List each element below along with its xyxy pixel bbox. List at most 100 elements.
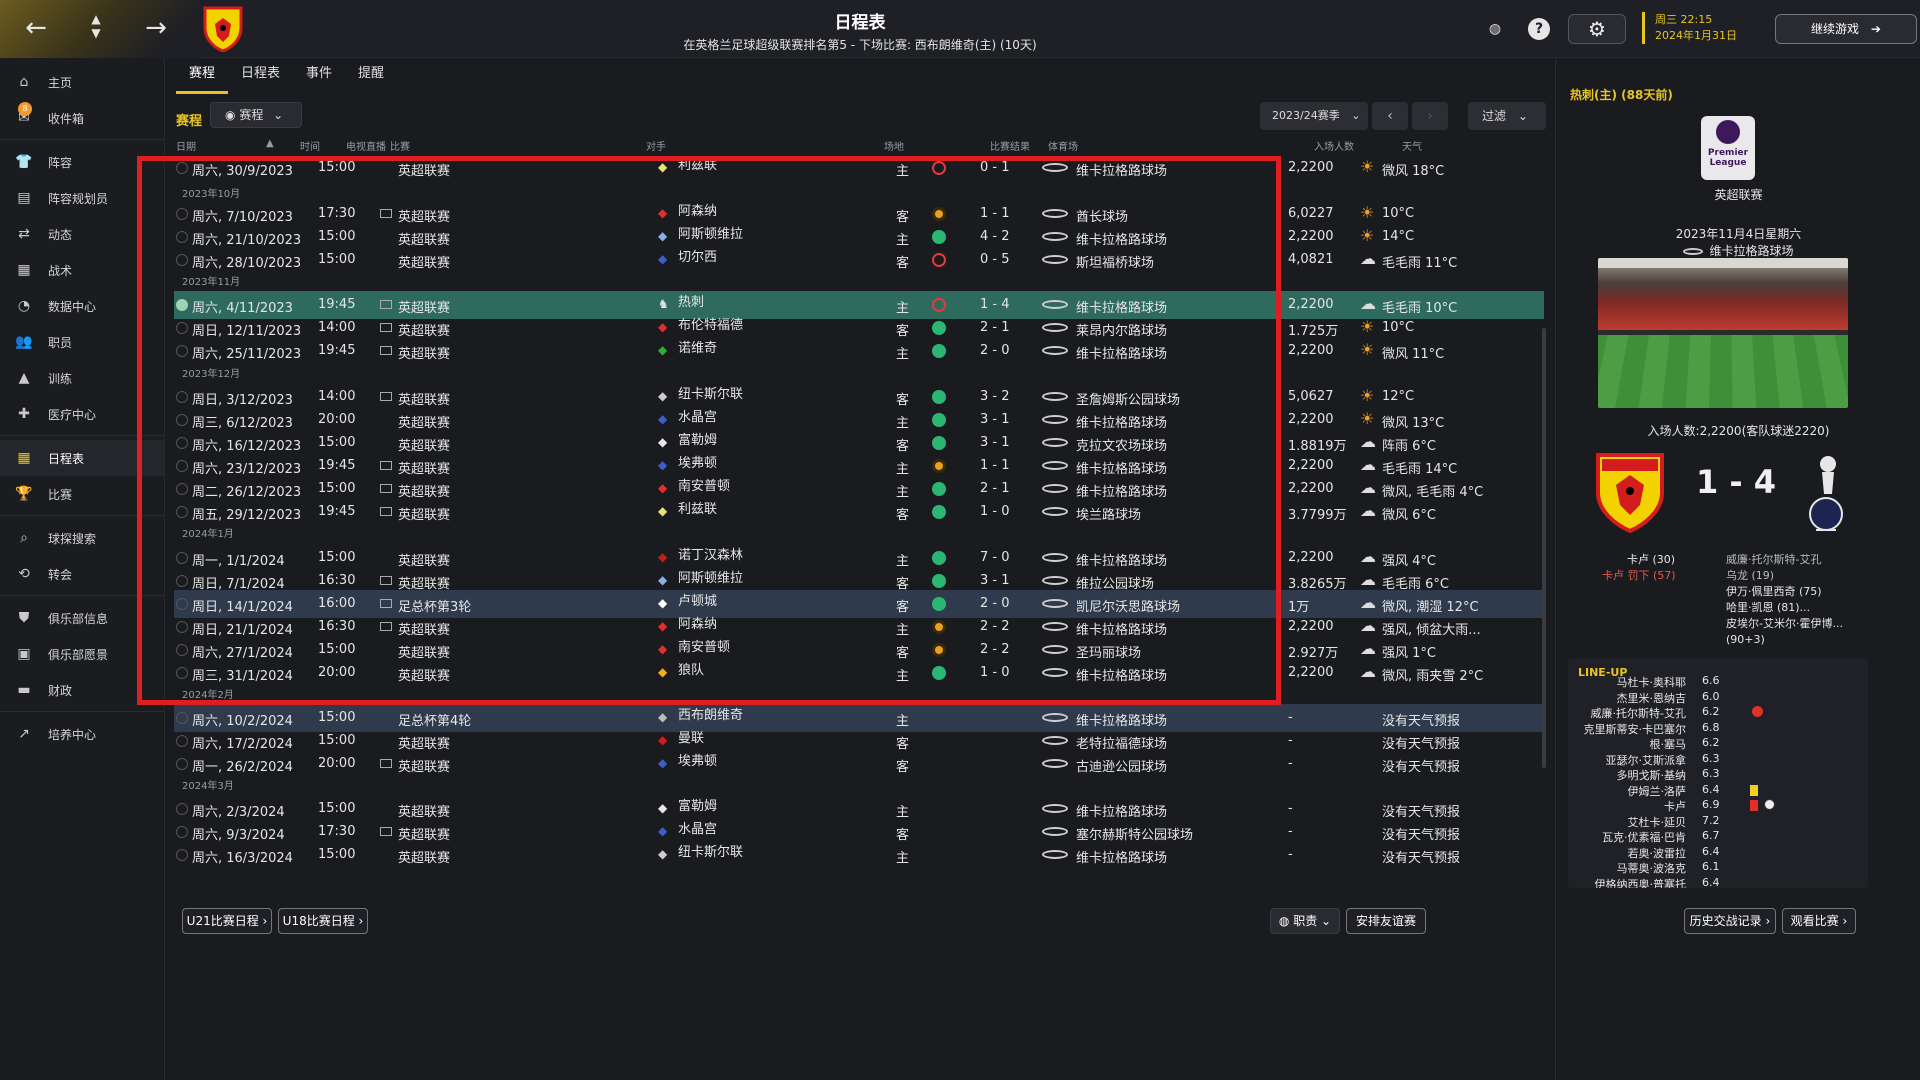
watford-crest-icon[interactable] (1596, 453, 1664, 533)
fixture-row[interactable]: 周三, 6/12/2023 20:00 英超联赛 ◆ 水晶宫 主 3 - 1 维卡拉格路球场 2… (174, 406, 1544, 434)
fixture-row[interactable]: 周五, 29/12/2023 19:45 英超联赛 ◆ 利兹联 客 1 - 0 埃兰路球场 3.… (174, 498, 1544, 526)
row-checkbox[interactable] (176, 849, 188, 861)
fixture-row[interactable]: 周日, 21/1/2024 16:30 英超联赛 ◆ 阿森纳 主 2 - 2 维卡拉格路球场 2… (174, 613, 1544, 641)
sidebar-item-home[interactable]: ⌂ 主页 (0, 64, 164, 100)
col-competition[interactable]: 比赛 (390, 142, 410, 153)
lineup-row[interactable]: 艾杜卡·延贝 7.2 (1568, 812, 1868, 830)
watch-match-button[interactable]: 观看比赛 › (1782, 908, 1856, 934)
fixture-result[interactable]: 2 - 2 (980, 642, 1010, 657)
row-checkbox[interactable] (176, 621, 188, 633)
fixture-opponent[interactable]: 热刺 (678, 295, 705, 310)
row-checkbox[interactable] (176, 552, 188, 564)
fixture-row[interactable]: 周六, 4/11/2023 19:45 英超联赛 ♞ 热刺 主 1 - 4 维卡拉格路球场 2,… (174, 291, 1544, 319)
fixture-stadium[interactable]: 莱昂内尔路球场 (1076, 324, 1168, 339)
row-checkbox[interactable] (176, 162, 188, 174)
tab-calendar[interactable]: 日程表 (241, 66, 281, 81)
fixture-stadium[interactable]: 维卡拉格路球场 (1076, 485, 1168, 500)
sidebar-item-scouting[interactable]: ⌕ 球探搜索 (0, 520, 164, 556)
fixture-stadium[interactable]: 维卡拉格路球场 (1076, 714, 1168, 729)
settings-button[interactable]: ⚙ (1568, 14, 1626, 44)
fixture-opponent[interactable]: 诺维奇 (678, 341, 718, 356)
fixture-row[interactable]: 周六, 25/11/2023 19:45 英超联赛 ◆ 诺维奇 主 2 - 0 维卡拉格路球场… (174, 337, 1544, 365)
fixture-opponent[interactable]: 富勒姆 (678, 799, 718, 814)
fixture-competition[interactable]: 英超联赛 (398, 485, 451, 500)
next-season-button[interactable]: › (1412, 102, 1448, 130)
sidebar-item-schedule[interactable]: ▦ 日程表 (0, 440, 164, 476)
sidebar-item-club-vision[interactable]: ▣ 俱乐部愿景 (0, 636, 164, 672)
fixture-stadium[interactable]: 塞尔赫斯特公园球场 (1076, 828, 1194, 843)
fixture-stadium[interactable]: 维卡拉格路球场 (1076, 623, 1168, 638)
forward-arrow-icon[interactable]: → (145, 13, 167, 43)
fixture-opponent[interactable]: 卢顿城 (678, 594, 718, 609)
fixture-stadium[interactable]: 维卡拉格路球场 (1076, 462, 1168, 477)
col-result[interactable]: 比赛结果 (990, 142, 1030, 153)
help-icon[interactable]: ? (1528, 18, 1550, 40)
sidebar-item-competitions[interactable]: 🏆 比赛 (0, 476, 164, 512)
fixture-competition[interactable]: 英超联赛 (398, 256, 451, 271)
col-date[interactable]: 日期 (176, 142, 196, 153)
fixture-row[interactable]: 周日, 3/12/2023 14:00 英超联赛 ◆ 纽卡斯尔联 客 3 - 2 圣詹姆斯公园… (174, 383, 1544, 411)
row-checkbox[interactable] (176, 598, 188, 610)
fixture-opponent[interactable]: 阿森纳 (678, 617, 718, 632)
fixture-stadium[interactable]: 维卡拉格路球场 (1076, 805, 1168, 820)
row-checkbox[interactable] (176, 826, 188, 838)
fixture-competition[interactable]: 英超联赛 (398, 347, 451, 362)
fixture-competition[interactable]: 英超联赛 (398, 462, 451, 477)
fixture-competition[interactable]: 英超联赛 (398, 737, 451, 752)
club-globe-icon[interactable]: ◍ (1488, 21, 1502, 37)
fixture-opponent[interactable]: 纽卡斯尔联 (678, 387, 744, 402)
fixture-stadium[interactable]: 埃兰路球场 (1076, 508, 1142, 523)
fixture-stadium[interactable]: 斯坦福桥球场 (1076, 256, 1155, 271)
lineup-row[interactable]: 瓦克·优素福·巴肯 6.7 (1568, 827, 1868, 845)
fixture-opponent[interactable]: 纽卡斯尔联 (678, 845, 744, 860)
fixture-competition[interactable]: 英超联赛 (398, 233, 451, 248)
fixture-competition[interactable]: 足总杯第3轮 (398, 600, 472, 615)
fixture-row[interactable]: 周六, 9/3/2024 17:30 英超联赛 ◆ 水晶宫 客 塞尔赫斯特公园球场 - 没有天气… (174, 818, 1544, 846)
fixture-opponent[interactable]: 西布朗维奇 (678, 708, 744, 723)
fixture-result[interactable]: 2 - 1 (980, 481, 1010, 496)
row-checkbox[interactable] (176, 758, 188, 770)
col-opponent[interactable]: 对手 (646, 142, 666, 153)
sidebar-item-development[interactable]: ↗ 培养中心 (0, 716, 164, 752)
fixture-competition[interactable]: 英超联赛 (398, 508, 451, 523)
sidebar-item-data[interactable]: ◔ 数据中心 (0, 288, 164, 324)
row-checkbox[interactable] (176, 506, 188, 518)
fixture-opponent[interactable]: 切尔西 (678, 250, 718, 265)
fixture-result[interactable]: 2 - 0 (980, 343, 1010, 358)
u18-schedule-button[interactable]: U18比赛日程 › (278, 908, 368, 934)
fixture-competition[interactable]: 英超联赛 (398, 210, 451, 225)
back-arrow-icon[interactable]: ← (25, 13, 47, 43)
sidebar-item-medical[interactable]: ✚ 医疗中心 (0, 396, 164, 432)
row-checkbox[interactable] (176, 414, 188, 426)
row-checkbox[interactable] (176, 803, 188, 815)
scrollbar[interactable] (1542, 328, 1546, 768)
sidebar-item-inbox[interactable]: ✉ 8 收件箱 (0, 100, 164, 136)
fixture-result[interactable]: 1 - 1 (980, 206, 1010, 221)
sidebar-item-club-info[interactable]: ⛊ 俱乐部信息 (0, 600, 164, 636)
fixture-result[interactable]: 1 - 0 (980, 665, 1010, 680)
fixture-opponent[interactable]: 埃弗顿 (678, 456, 718, 471)
row-checkbox[interactable] (176, 254, 188, 266)
fixture-result[interactable]: 4 - 2 (980, 229, 1010, 244)
fixture-result[interactable]: 0 - 5 (980, 252, 1010, 267)
fixture-opponent[interactable]: 水晶宫 (678, 822, 718, 837)
lineup-row[interactable]: 卡卢 6.9 (1568, 796, 1868, 814)
fixture-row[interactable]: 周六, 17/2/2024 15:00 英超联赛 ◆ 曼联 客 老特拉福德球场 - 没有天气预报 (174, 727, 1544, 755)
row-checkbox[interactable] (176, 299, 188, 311)
row-checkbox[interactable] (176, 208, 188, 220)
fixture-competition[interactable]: 英超联赛 (398, 805, 451, 820)
fixture-opponent[interactable]: 富勒姆 (678, 433, 718, 448)
lineup-row[interactable]: 伊姆兰·洛萨 6.4 (1568, 781, 1868, 799)
fixture-result[interactable]: 1 - 4 (980, 297, 1010, 312)
row-checkbox[interactable] (176, 345, 188, 357)
fixture-row[interactable]: 周三, 31/1/2024 20:00 英超联赛 ◆ 狼队 主 1 - 0 维卡拉格路球场 2,… (174, 659, 1544, 687)
fixture-row[interactable]: 周一, 1/1/2024 15:00 英超联赛 ◆ 诺丁汉森林 主 7 - 0 维卡拉格路球场… (174, 544, 1544, 572)
spurs-crest-icon[interactable] (1802, 450, 1848, 536)
fixture-competition[interactable]: 英超联赛 (398, 577, 451, 592)
fixture-opponent[interactable]: 诺丁汉森林 (678, 548, 744, 563)
fixture-opponent[interactable]: 利兹联 (678, 502, 718, 517)
fixture-result[interactable]: 7 - 0 (980, 550, 1010, 565)
sidebar-item-dynamics[interactable]: ⇄ 动态 (0, 216, 164, 252)
tab-events[interactable]: 事件 (306, 66, 333, 81)
fixture-competition[interactable]: 英超联赛 (398, 760, 451, 775)
